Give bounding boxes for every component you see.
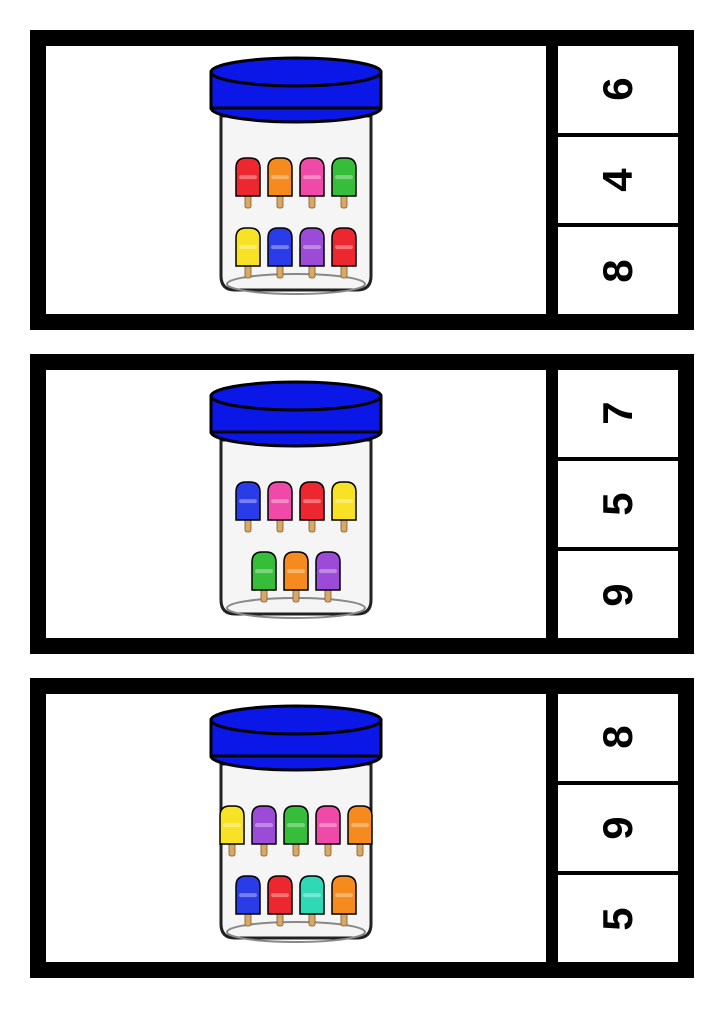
choice-option[interactable]: 8 xyxy=(558,227,678,314)
choice-column: 895 xyxy=(558,694,678,962)
choice-number: 9 xyxy=(594,535,642,655)
choice-column: 648 xyxy=(558,46,678,314)
choice-option[interactable]: 9 xyxy=(558,551,678,638)
counting-card: 759 xyxy=(30,354,694,654)
choice-option[interactable]: 5 xyxy=(558,875,678,962)
choice-number: 5 xyxy=(594,859,642,979)
choice-column: 759 xyxy=(558,370,678,638)
choice-number: 8 xyxy=(594,211,642,331)
counting-card: 895 xyxy=(30,678,694,978)
jar-panel xyxy=(46,694,558,962)
jar-panel xyxy=(46,46,558,314)
counting-card: 648 xyxy=(30,30,694,330)
jar-panel xyxy=(46,370,558,638)
